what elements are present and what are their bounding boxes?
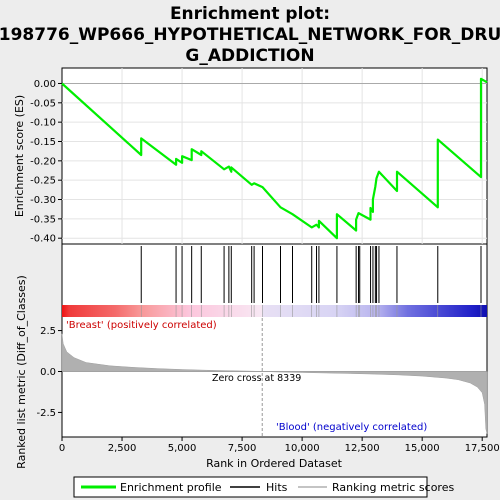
x-tick-label: 0 [59, 443, 65, 454]
es-y-ticks: 0.00 -0.05 -0.10 -0.15 -0.20 -0.25 -0.30 -0.35 -… [30, 79, 62, 245]
title-line-2: 198776_WP666_HYPOTHETICAL_NETWORK_FOR_DR… [0, 25, 500, 45]
x-tick-label: 12,500 [345, 443, 380, 454]
title-line-1: Enrichment plot: [170, 4, 330, 24]
ranking-metric-fill [61, 333, 488, 434]
legend-hits-label: Hits [266, 481, 288, 494]
es-y-tick-label: -0.35 [30, 214, 56, 225]
metric-y-tick-label: -2.5 [36, 408, 56, 419]
x-tick-label: 2,500 [108, 443, 137, 454]
es-y-tick-label: 0.00 [34, 79, 56, 90]
legend-enrichment-label: Enrichment profile [120, 481, 222, 494]
title-line-3: G_ADDICTION [185, 46, 314, 66]
es-y-tick-label: -0.15 [30, 137, 56, 148]
x-tick-label: 10,000 [285, 443, 320, 454]
es-y-axis-label: Enrichment score (ES) [13, 95, 26, 217]
metric-y-tick-label: 0.0 [40, 367, 56, 378]
rank-color-bar-fill [62, 305, 487, 317]
es-y-tick-label: -0.30 [30, 195, 56, 206]
positive-class-label: 'Breast' (positively correlated) [66, 320, 217, 331]
x-tick-label: 5,000 [168, 443, 197, 454]
x-axis-label: Rank in Ordered Dataset [206, 457, 343, 470]
es-y-tick-label: -0.20 [30, 156, 56, 167]
enrichment-profile-line [61, 77, 488, 240]
legend-ranking-label: Ranking metric scores [332, 481, 454, 494]
negative-class-label: 'Blood' (negatively correlated) [276, 422, 427, 433]
es-y-tick-label: -0.40 [30, 234, 56, 245]
metric-y-tick-label: 2.5 [40, 326, 56, 337]
x-ticks: 0 2,500 5,000 7,500 10,000 12,500 15,000 17,500 [59, 437, 500, 454]
rank-color-bar [62, 305, 487, 317]
es-y-tick-label: -0.05 [30, 98, 56, 109]
metric-y-ticks: 2.5 0.0 -2.5 [36, 326, 62, 419]
es-gridlines [62, 68, 487, 244]
enrichment-profile-polyline [61, 77, 488, 240]
x-tick-label: 7,500 [228, 443, 257, 454]
hits-panel [61, 243, 488, 307]
zero-cross-label: Zero cross at 8339 [212, 373, 301, 384]
x-tick-label: 17,500 [465, 443, 500, 454]
es-y-tick-label: -0.10 [30, 118, 56, 129]
metric-y-axis-label: Ranked list metric (Diff_of_Classes) [15, 275, 28, 469]
es-y-tick-label: -0.25 [30, 176, 56, 187]
ranking-metric-area [61, 318, 488, 437]
x-tick-label: 15,000 [405, 443, 440, 454]
es-panel [61, 67, 488, 245]
hit-lines [140, 246, 482, 303]
